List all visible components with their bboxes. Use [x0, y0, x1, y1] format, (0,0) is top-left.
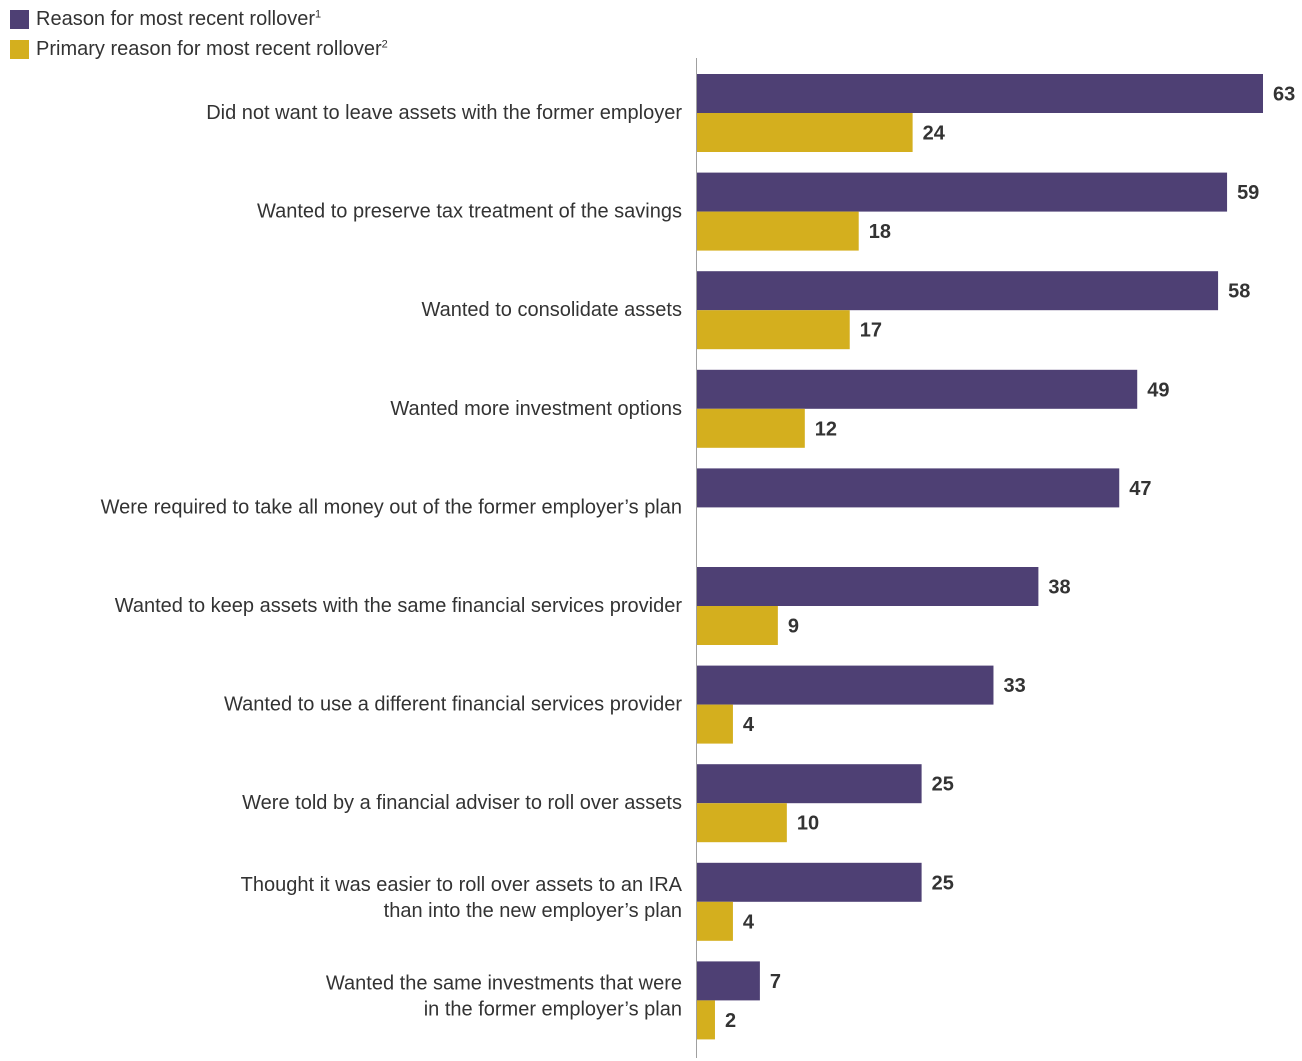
value-label-reason-6: 33 — [1003, 675, 1025, 697]
bar-reason-2 — [697, 271, 1219, 311]
bar-primary-9 — [697, 1000, 715, 1040]
value-label-primary-0: 24 — [923, 123, 946, 145]
value-label-primary-7: 10 — [797, 813, 819, 835]
bar-reason-8 — [697, 862, 922, 902]
category-label-3: Wanted more investment options — [390, 398, 682, 420]
value-label-reason-8: 25 — [932, 872, 954, 894]
bar-primary-5 — [697, 606, 778, 645]
legend-swatch-primary — [10, 39, 29, 59]
value-label-reason-9: 7 — [770, 971, 781, 993]
bar-reason-4 — [697, 468, 1120, 508]
bar-reason-7 — [697, 764, 922, 804]
value-label-primary-9: 2 — [725, 1010, 736, 1032]
category-label-4: Were required to take all money out of t… — [101, 496, 682, 518]
bar-primary-1 — [697, 211, 859, 251]
bar-primary-8 — [697, 901, 733, 941]
bar-primary-6 — [697, 704, 733, 744]
legend-label-reason: Reason for most recent rollover1 — [36, 7, 322, 30]
value-label-primary-6: 4 — [743, 714, 755, 736]
value-label-reason-1: 59 — [1237, 182, 1259, 204]
legend-item-reason: Reason for most recent rollover1 — [10, 4, 388, 34]
value-label-reason-4: 47 — [1129, 478, 1151, 500]
legend-item-primary: Primary reason for most recent rollover2 — [10, 34, 388, 64]
bar-reason-9 — [697, 961, 760, 1001]
category-label-8-line-0: Thought it was easier to roll over asset… — [241, 874, 683, 896]
legend-label-primary: Primary reason for most recent rollover2 — [36, 37, 388, 60]
category-label-9-line-0: Wanted the same investments that were — [326, 972, 682, 994]
bar-reason-3 — [697, 369, 1138, 409]
value-label-primary-8: 4 — [743, 911, 755, 933]
bar-reason-6 — [697, 665, 994, 705]
bar-reason-5 — [697, 567, 1039, 606]
category-label-6: Wanted to use a different financial serv… — [224, 694, 682, 716]
bar-primary-7 — [697, 803, 787, 843]
category-label-5: Wanted to keep assets with the same fina… — [115, 595, 683, 617]
category-label-2: Wanted to consolidate assets — [421, 299, 682, 321]
bar-primary-0 — [697, 113, 913, 152]
category-label-0: Did not want to leave assets with the fo… — [206, 102, 682, 124]
value-label-primary-3: 12 — [815, 418, 837, 440]
category-label-7: Were told by a financial adviser to roll… — [242, 792, 682, 814]
value-label-reason-7: 25 — [932, 774, 954, 796]
chart-legend: Reason for most recent rollover1 Primary… — [10, 4, 388, 64]
value-label-reason-0: 63 — [1273, 84, 1295, 106]
value-label-primary-1: 18 — [869, 221, 891, 243]
bar-reason-0 — [697, 74, 1263, 113]
category-label-9-line-1: in the former employer’s plan — [424, 998, 682, 1020]
legend-swatch-reason — [10, 9, 29, 29]
bar-reason-1 — [697, 172, 1228, 212]
value-label-primary-2: 17 — [860, 320, 882, 342]
value-label-primary-5: 9 — [788, 616, 799, 638]
value-label-reason-5: 38 — [1048, 577, 1070, 599]
value-label-reason-3: 49 — [1147, 379, 1169, 401]
category-label-8-line-1: than into the new employer’s plan — [384, 900, 682, 922]
bar-primary-3 — [697, 408, 805, 448]
bar-primary-2 — [697, 310, 850, 350]
value-label-reason-2: 58 — [1228, 281, 1250, 303]
category-label-1: Wanted to preserve tax treatment of the … — [257, 201, 682, 223]
